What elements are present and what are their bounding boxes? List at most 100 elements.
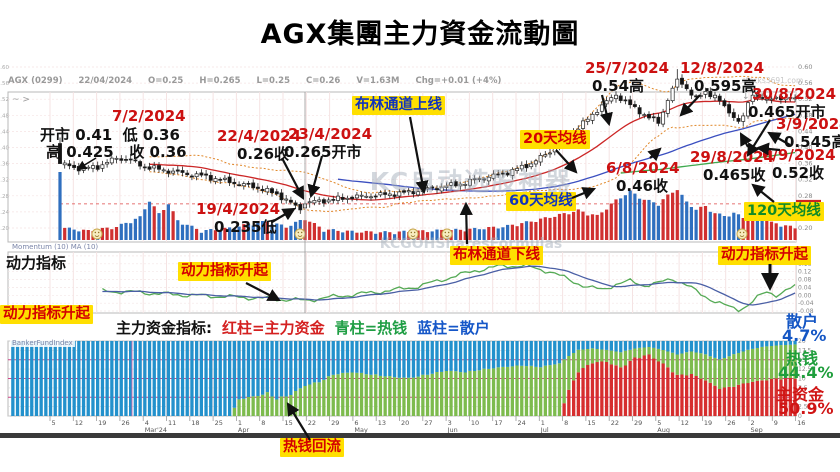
svg-text:0.40: 0.40	[0, 146, 9, 152]
ann-aug29-val: 0.465收	[703, 166, 766, 184]
label-bollinger-upper: 布林通道上线	[352, 96, 445, 115]
legend-red-main-fund: 红柱=主力资金	[222, 319, 325, 337]
svg-text:3: 3	[448, 419, 452, 427]
quote-open: O=0.25	[148, 76, 184, 86]
svg-text:15: 15	[798, 357, 806, 364]
quote-header: AGX (0299) 22/04/2024 O=0.25 H=0.265 L=0…	[8, 76, 501, 86]
quote-low: L=0.25	[256, 76, 290, 86]
svg-text:0.56: 0.56	[0, 81, 9, 87]
ann-aug6-val: 0.46收	[616, 177, 669, 195]
svg-text:0.32: 0.32	[798, 176, 812, 184]
label-momentum-rise-mid: 动力指标升起	[178, 262, 271, 281]
svg-text:Apr: Apr	[238, 426, 250, 434]
quote-close: C=0.26	[306, 76, 341, 86]
download-expand-icons[interactable]: ↓ ⧉	[742, 92, 762, 102]
svg-text:2.5: 2.5	[798, 404, 808, 411]
svg-text:5: 5	[798, 394, 802, 401]
svg-text:8: 8	[564, 419, 568, 427]
svg-text:0.04: 0.04	[798, 284, 812, 291]
page-title: AGX集團主力資金流動圖	[260, 19, 580, 50]
svg-text:13: 13	[378, 419, 386, 427]
svg-text:26: 26	[121, 419, 129, 427]
svg-text:0: 0	[798, 413, 802, 420]
svg-text:4: 4	[145, 419, 149, 427]
svg-text:7.5: 7.5	[798, 385, 808, 392]
svg-text:16: 16	[797, 419, 805, 427]
ann-apr22-val: 0.26收	[237, 145, 290, 163]
svg-text:20: 20	[401, 419, 409, 427]
label-momentum-rise-right: 动力指标升起	[718, 246, 811, 265]
svg-text:0.36: 0.36	[798, 160, 812, 168]
svg-text:11: 11	[168, 419, 176, 427]
svg-text:10: 10	[471, 419, 479, 427]
svg-text:Sep: Sep	[751, 426, 763, 434]
ann-sep3-date: 3/9/2024	[776, 115, 840, 133]
legend-blue-retail: 蓝柱=散户	[417, 319, 490, 337]
watermark-line1: KC自动选股神器	[369, 167, 573, 196]
svg-text:12: 12	[75, 419, 83, 427]
svg-text:0.44: 0.44	[0, 129, 9, 135]
svg-text:0.28: 0.28	[0, 194, 9, 200]
svg-text:0.00: 0.00	[798, 292, 812, 299]
label-bollinger-lower: 布林通道下线	[450, 246, 543, 265]
svg-text:5: 5	[52, 419, 56, 427]
svg-text:12.5: 12.5	[798, 366, 812, 373]
svg-text:Mar'24: Mar'24	[145, 426, 167, 434]
svg-text:19: 19	[98, 419, 106, 427]
svg-text:8: 8	[261, 419, 265, 427]
svg-text:0.28: 0.28	[798, 192, 812, 200]
svg-text:29: 29	[331, 419, 339, 427]
svg-text:22: 22	[611, 419, 619, 427]
fund-legend: 主力资金指标: 红柱=主力资金 青柱=热钱 蓝柱=散户	[116, 317, 490, 338]
svg-text:0.20: 0.20	[0, 226, 9, 232]
svg-text:Aug: Aug	[657, 426, 670, 434]
svg-text:17: 17	[494, 419, 502, 427]
watermark: KC自动选股神器 KCGOHSharesFormulas	[336, 124, 606, 290]
svg-text:0.48: 0.48	[0, 113, 9, 119]
svg-text:0.40: 0.40	[798, 144, 812, 152]
svg-text:22: 22	[308, 419, 316, 427]
ann-feb7-date: 7/2/2024	[112, 107, 186, 125]
svg-text:0.60: 0.60	[0, 65, 9, 71]
legend-prefix: 主力资金指标:	[116, 319, 212, 337]
quote-change: Chg=+0.01 (+4%)	[415, 76, 502, 86]
svg-text:26: 26	[727, 419, 735, 427]
svg-text:24: 24	[518, 419, 526, 427]
svg-text:29: 29	[634, 419, 642, 427]
svg-text:12: 12	[681, 419, 689, 427]
svg-text:1: 1	[541, 419, 545, 427]
svg-text:0.48: 0.48	[798, 111, 812, 119]
legend-green-hot-money: 青柱=热钱	[334, 319, 408, 337]
chart-nav-icon[interactable]: ~ >	[12, 95, 30, 105]
ann-aug12-val: 0.595高	[694, 77, 757, 95]
site-watermark: stocks3691.com	[742, 76, 804, 85]
svg-text:0.36: 0.36	[0, 162, 9, 168]
label-ma60: 60天均线	[506, 192, 576, 211]
ann-jul25-val: 0.54高	[592, 77, 645, 95]
ann-apr19-val: 0.235低	[214, 218, 277, 236]
svg-text:10: 10	[798, 376, 806, 383]
fund-index-label: BankerFundIndex	[10, 339, 75, 347]
svg-text:May: May	[354, 426, 368, 434]
stat-hot-label: 热钱	[786, 349, 819, 368]
ann-aug30-date: 30/8/2024	[752, 85, 837, 103]
svg-text:0.52: 0.52	[0, 97, 9, 103]
stat-retail-label: 散户	[786, 312, 819, 331]
svg-text:-0.04: -0.04	[798, 300, 814, 307]
ann-apr19-date: 19/4/2024	[196, 200, 281, 218]
ann-sep3-val: 0.545高	[784, 133, 840, 151]
ann-feb7-line1: 开市 0.41 低 0.36	[40, 126, 180, 144]
stat-main-label: 主资金	[776, 385, 825, 404]
stat-retail-value: 4.7%	[782, 326, 827, 345]
svg-text:0.56: 0.56	[798, 79, 812, 87]
momentum-indicator-label: Momentum (10) MA (10)	[10, 243, 101, 251]
quote-date: 22/04/2024	[78, 76, 133, 86]
svg-text:19: 19	[704, 419, 712, 427]
svg-text:-0.08: -0.08	[798, 308, 814, 315]
label-ma20: 20天均线	[520, 130, 590, 149]
svg-text:17.5: 17.5	[798, 347, 812, 354]
svg-text:5: 5	[657, 419, 661, 427]
ann-apr23-val: 0.265开市	[284, 143, 362, 161]
bottom-separator	[0, 433, 840, 438]
